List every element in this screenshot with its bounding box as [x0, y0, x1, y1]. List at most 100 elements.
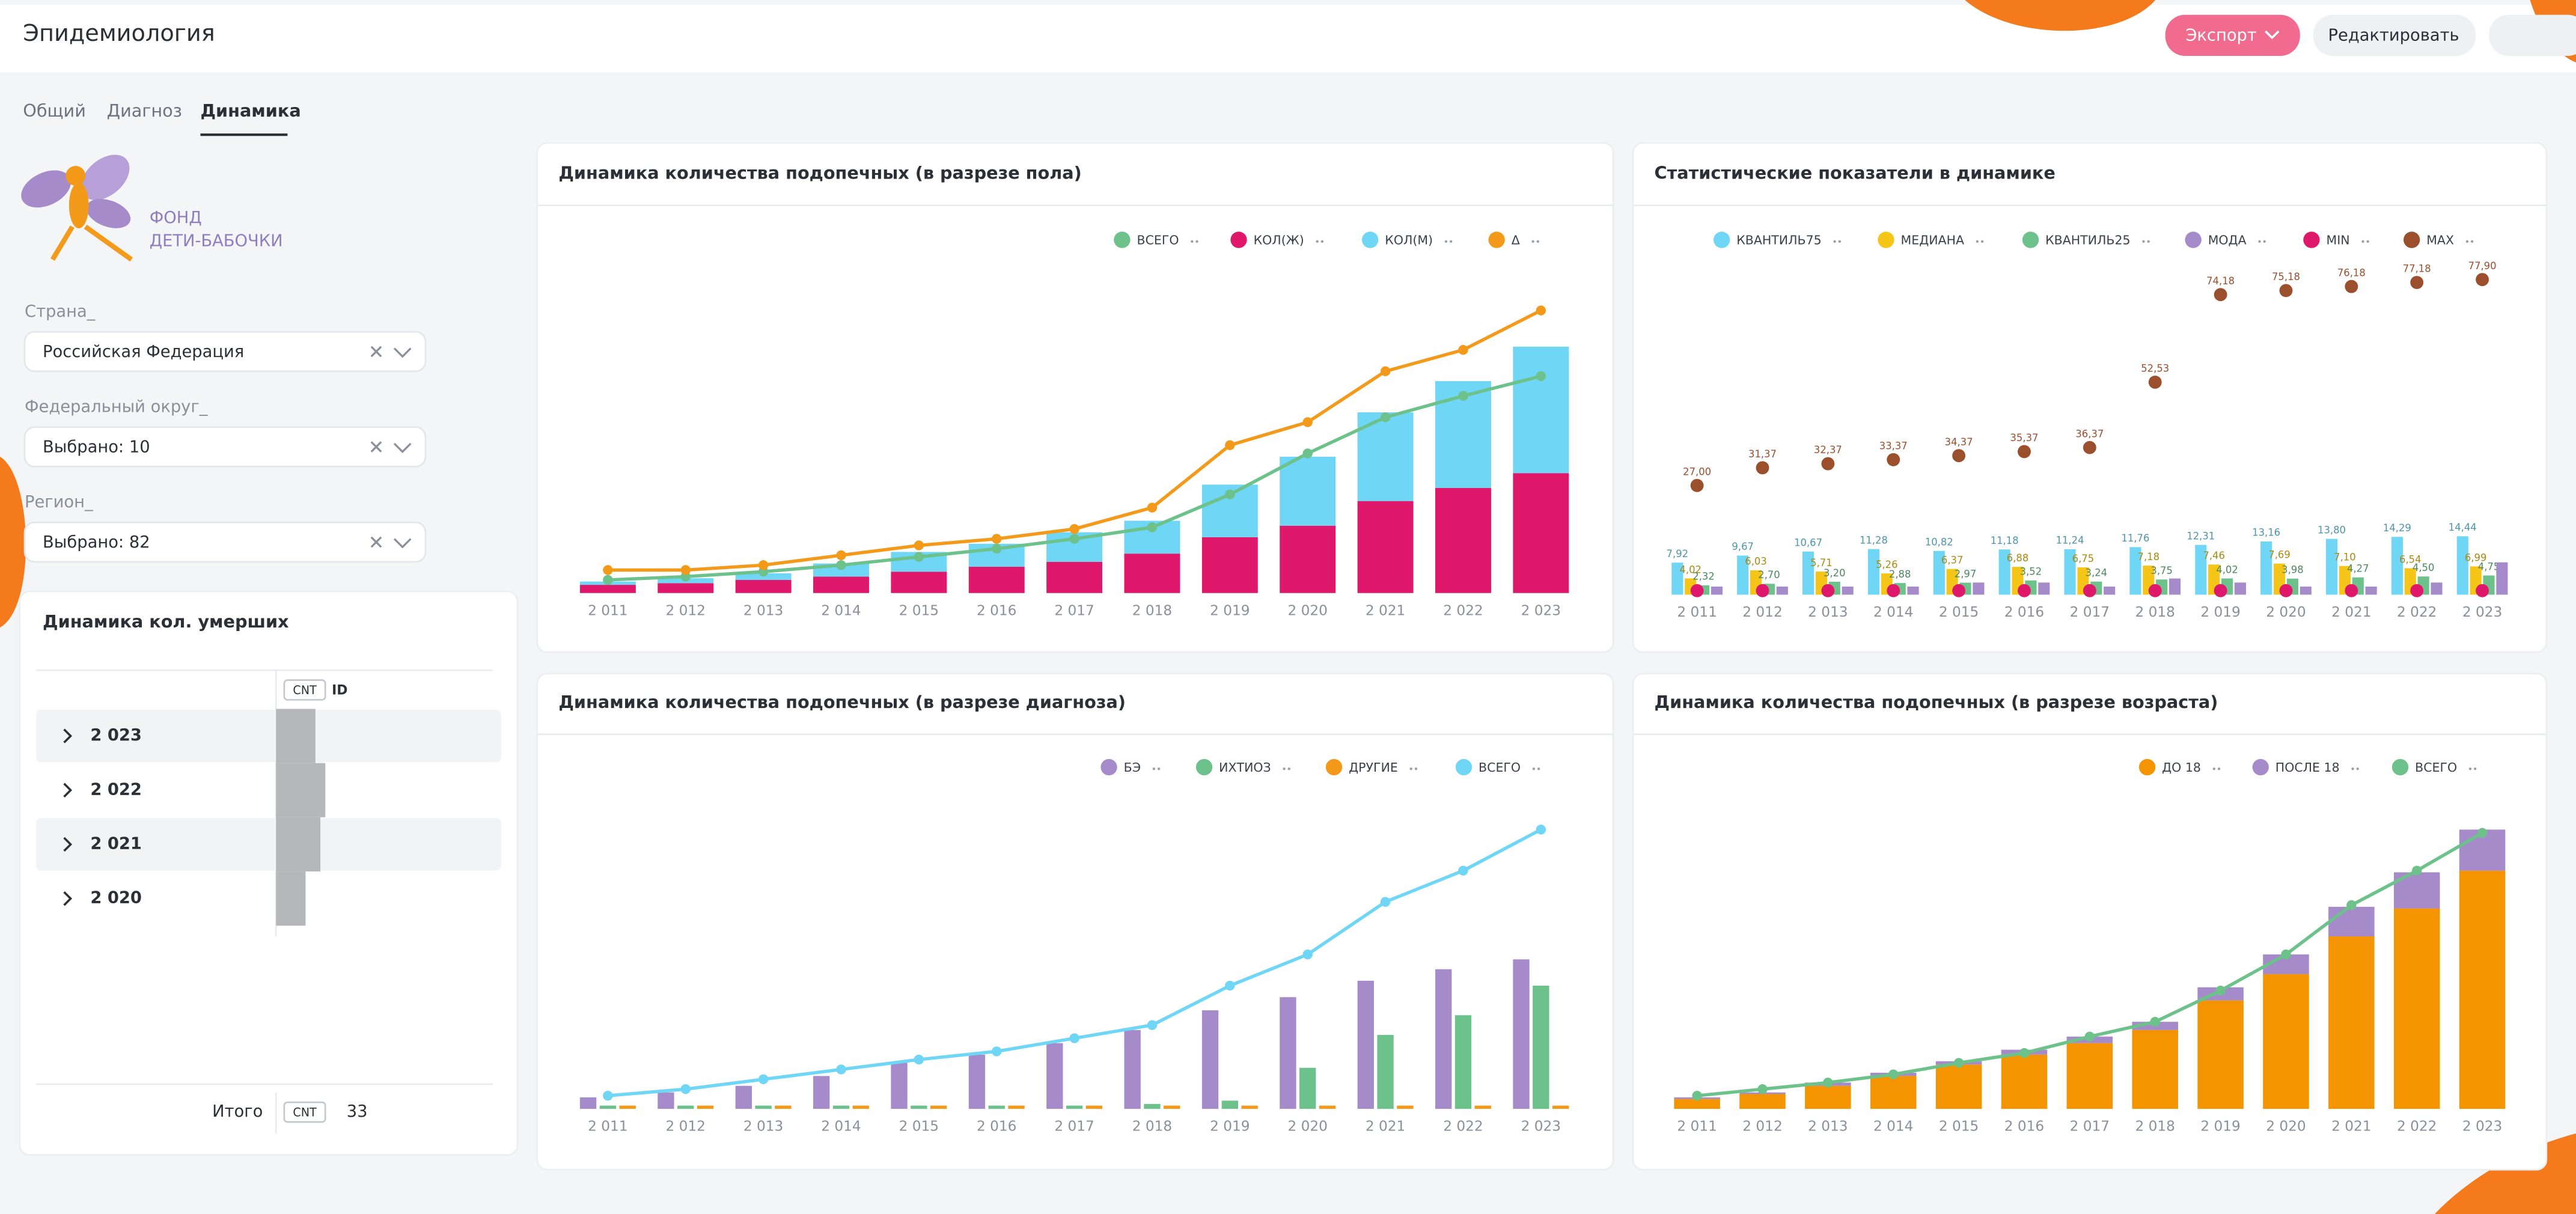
bar [969, 1055, 985, 1109]
tab[interactable]: Диагноз [107, 100, 182, 121]
dashboard: Эпидемиология Экспорт Редактировать Общи… [0, 0, 2576, 1214]
edit-button-label[interactable]: Редактировать [2328, 26, 2459, 45]
legend-label[interactable]: КВАНТИЛЬ25 [2045, 233, 2130, 247]
data-label: 33,37 [1879, 441, 1908, 452]
row-label[interactable]: 2 023 [90, 726, 142, 745]
filter-value[interactable]: Российская Федерация [43, 343, 244, 361]
line-point [1147, 502, 1157, 512]
legend-swatch[interactable] [2404, 231, 2420, 248]
legend-swatch[interactable] [2392, 759, 2408, 775]
line-point [1225, 490, 1235, 499]
export-button-label[interactable]: Экспорт [2185, 26, 2257, 45]
bar [1777, 587, 1788, 594]
data-label: 3,75 [2150, 565, 2173, 576]
legend-swatch[interactable] [2253, 759, 2269, 775]
legend-label[interactable]: БЭ [1124, 760, 1141, 775]
cnt-bar [276, 871, 305, 926]
legend-label[interactable]: КВАНТИЛЬ75 [1736, 233, 1821, 247]
legend-swatch[interactable] [2139, 759, 2155, 775]
point [1756, 461, 1769, 474]
data-label: 11,76 [2121, 532, 2149, 544]
bar [1435, 488, 1491, 593]
data-label: 77,18 [2403, 263, 2431, 275]
bar [1280, 457, 1335, 526]
data-label: 4,27 [2347, 563, 2369, 575]
x-tick-label: 2 013 [743, 602, 783, 618]
x-tick-label: 2 011 [588, 1118, 627, 1135]
legend-swatch[interactable] [1100, 759, 1117, 775]
legend-label[interactable]: ВСЕГО [2415, 760, 2457, 775]
legend-swatch[interactable] [1326, 759, 1342, 775]
legend-label[interactable]: МОДА [2208, 233, 2247, 247]
point [2214, 288, 2227, 301]
legend-swatch[interactable] [1878, 231, 1894, 248]
legend-dot [1415, 767, 1417, 770]
legend-swatch[interactable] [1714, 231, 1730, 248]
legend-label[interactable]: Δ [1512, 233, 1520, 247]
legend-label[interactable]: КОЛ(М) [1385, 233, 1433, 247]
legend-label[interactable]: ВСЕГО [1479, 760, 1521, 775]
data-label: 11,24 [2056, 535, 2084, 546]
legend-label[interactable]: КОЛ(Ж) [1254, 233, 1304, 247]
tab-active[interactable]: Динамика [200, 100, 301, 121]
point [1691, 584, 1704, 597]
filter-value[interactable]: Выбрано: 10 [43, 438, 150, 456]
tab[interactable]: Общий [23, 100, 86, 121]
bar [658, 1093, 674, 1109]
legend-swatch[interactable] [2303, 231, 2319, 248]
bar [2326, 539, 2337, 595]
filter-value[interactable]: Выбрано: 82 [43, 533, 150, 552]
x-tick-label: 2 013 [1808, 604, 1848, 620]
bar [1870, 1076, 1917, 1109]
legend-label[interactable]: ВСЕГО [1137, 233, 1179, 247]
bar [1086, 1106, 1102, 1109]
legend-dot [2357, 767, 2359, 770]
column-header[interactable]: CNT [293, 683, 317, 697]
x-tick-label: 2 022 [2397, 1118, 2437, 1135]
bar [2459, 871, 2506, 1109]
legend-label[interactable]: MAX [2426, 233, 2454, 247]
legend-swatch[interactable] [2022, 231, 2039, 248]
line-point [2215, 986, 2225, 995]
row-label[interactable]: 2 020 [90, 889, 142, 907]
x-tick-label: 2 023 [1521, 1118, 1561, 1135]
total-value: 33 [347, 1102, 368, 1121]
line-point [1757, 1084, 1767, 1094]
legend-label[interactable]: ДРУГИЕ [1349, 760, 1398, 775]
bar [775, 1106, 791, 1109]
x-tick-label: 2 018 [1132, 1118, 1172, 1135]
legend-label[interactable]: ПОСЛЕ 18 [2275, 760, 2340, 775]
legend-swatch[interactable] [2185, 231, 2201, 248]
row-label[interactable]: 2 021 [90, 834, 142, 853]
legend-label[interactable]: MIN [2327, 233, 2350, 247]
legend-swatch[interactable] [1456, 759, 1472, 775]
legend-swatch[interactable] [1196, 759, 1212, 775]
chart-title: Динамика количества подопечных (в разрез… [1655, 692, 2218, 712]
extra-button[interactable] [2489, 15, 2576, 56]
line-point [914, 1055, 924, 1064]
legend-label[interactable]: ДО 18 [2162, 760, 2201, 775]
legend-label[interactable]: ИХТИОЗ [1219, 760, 1271, 775]
data-label: 7,69 [2268, 549, 2291, 561]
row-label[interactable]: 2 022 [90, 780, 142, 799]
legend-swatch[interactable] [1362, 231, 1378, 248]
legend-swatch[interactable] [1230, 231, 1247, 248]
x-tick-label: 2 013 [1808, 1118, 1848, 1135]
point [2083, 584, 2096, 597]
bar [1868, 549, 1879, 595]
bar [1842, 587, 1854, 594]
logo-text: ДЕТИ-БАБОЧКИ [150, 231, 283, 250]
data-label: 74,18 [2206, 275, 2235, 287]
line-point [1458, 866, 1468, 876]
legend-swatch[interactable] [1114, 231, 1130, 248]
x-tick-label: 2 020 [2266, 1118, 2306, 1135]
legend-swatch[interactable] [1488, 231, 1504, 248]
bar [1280, 526, 1335, 593]
x-tick-label: 2 018 [1132, 602, 1172, 618]
legend-label[interactable]: МЕДИАНА [1901, 233, 1964, 247]
legend-dot [1537, 767, 1540, 770]
bar [1907, 587, 1918, 594]
bar [1125, 1030, 1141, 1109]
x-tick-label: 2 016 [977, 1118, 1016, 1135]
column-header[interactable]: ID [332, 683, 347, 698]
